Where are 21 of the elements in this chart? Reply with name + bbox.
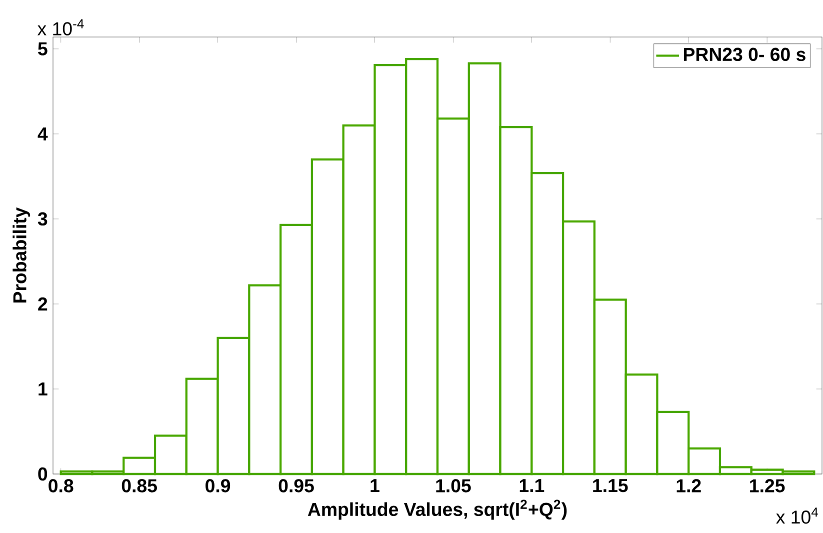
- legend-label: PRN23 0- 60 s: [684, 48, 806, 62]
- x-tick-label: 1.2: [676, 479, 701, 492]
- text: x 10$^{4}$: [776, 508, 818, 524]
- y-tick-label: 4: [38, 128, 48, 140]
- text: x 10$^{-4}$: [37, 19, 84, 36]
- x-axis-title: Amplitude Values, sqrt(I$^{2}$+Q$^{2}$): [308, 500, 567, 520]
- x-tick-label: 0.95: [278, 479, 314, 492]
- y-tick-label: 2: [38, 297, 48, 310]
- x-tick-label: 1: [370, 479, 380, 492]
- x-tick-label: 1.25: [750, 479, 785, 492]
- y-tick-label: 0: [38, 467, 48, 481]
- x-tick-label: 1.1: [520, 479, 544, 492]
- x-tick-label: 1.15: [593, 479, 628, 492]
- y-axis-title: Probability: [12, 207, 30, 302]
- y-tick-label: 3: [38, 212, 48, 226]
- x-tick-label: 0.8: [48, 479, 74, 492]
- x-tick-label: 0.85: [122, 479, 157, 492]
- x-tick-label: 1.05: [436, 479, 471, 492]
- x-tick-label: 0.9: [206, 479, 230, 492]
- y-tick-label: 5: [38, 42, 48, 56]
- y-tick-label: 1: [38, 382, 48, 396]
